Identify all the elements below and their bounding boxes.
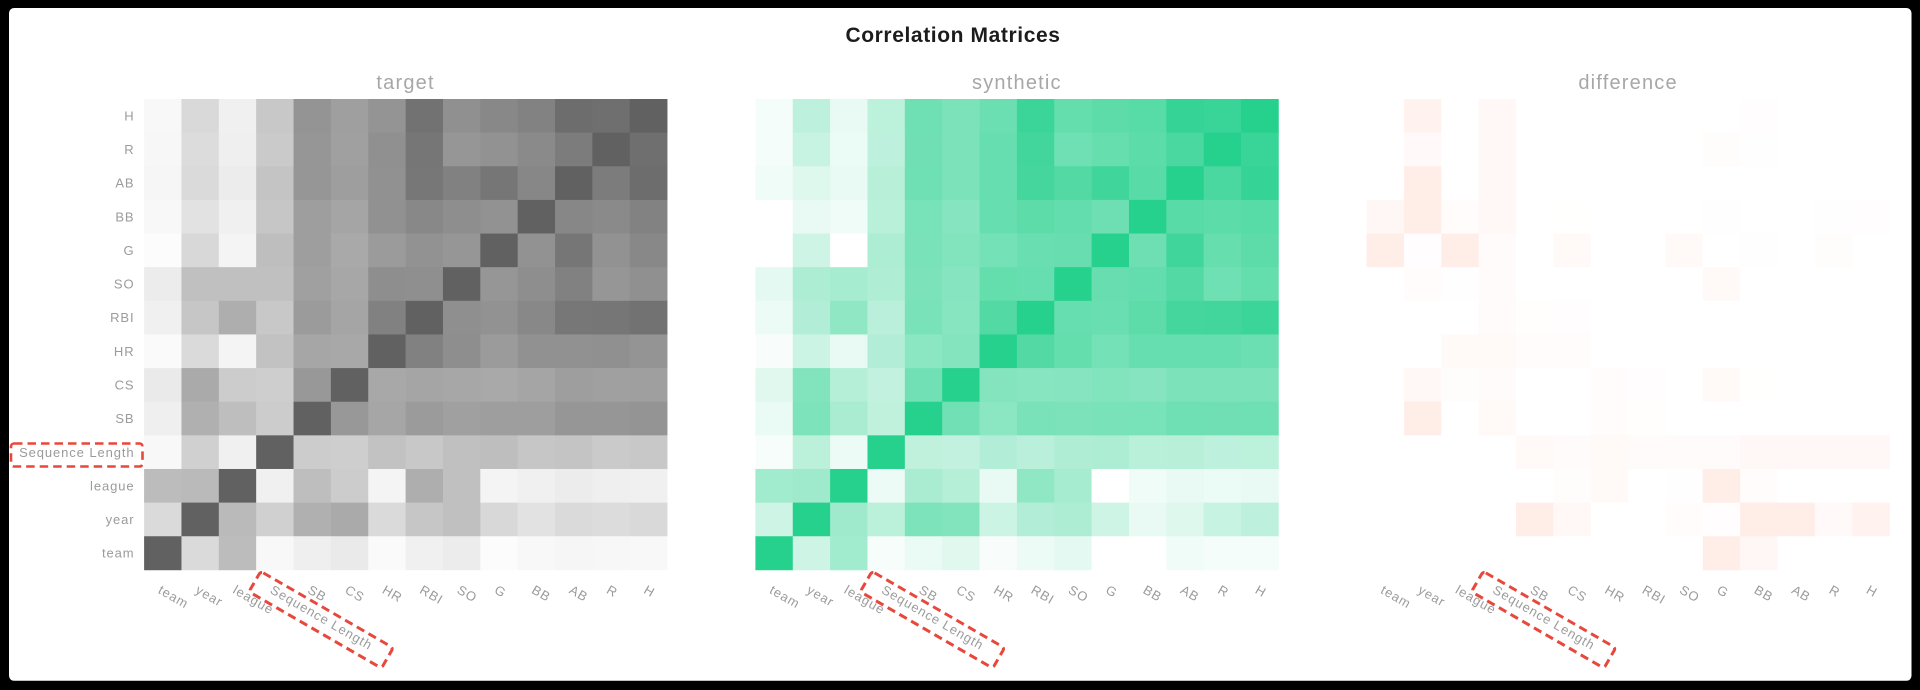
svg-text:synthetic: synthetic — [972, 72, 1062, 94]
svg-text:team: team — [102, 546, 135, 561]
svg-text:Correlation Matrices: Correlation Matrices — [845, 24, 1060, 47]
svg-text:G: G — [123, 243, 134, 258]
svg-text:HR: HR — [114, 344, 135, 359]
svg-text:BB: BB — [115, 209, 134, 224]
svg-text:difference: difference — [1578, 72, 1677, 94]
svg-text:SO: SO — [114, 277, 135, 292]
svg-text:target: target — [376, 72, 434, 94]
svg-text:H: H — [124, 108, 134, 123]
svg-text:league: league — [90, 478, 134, 493]
svg-text:Sequence Length: Sequence Length — [19, 445, 134, 460]
svg-text:CS: CS — [115, 378, 135, 393]
svg-text:R: R — [124, 142, 134, 157]
svg-text:AB: AB — [115, 176, 134, 191]
svg-text:RBI: RBI — [110, 310, 134, 325]
svg-text:year: year — [106, 512, 135, 527]
svg-text:SB: SB — [115, 411, 134, 426]
